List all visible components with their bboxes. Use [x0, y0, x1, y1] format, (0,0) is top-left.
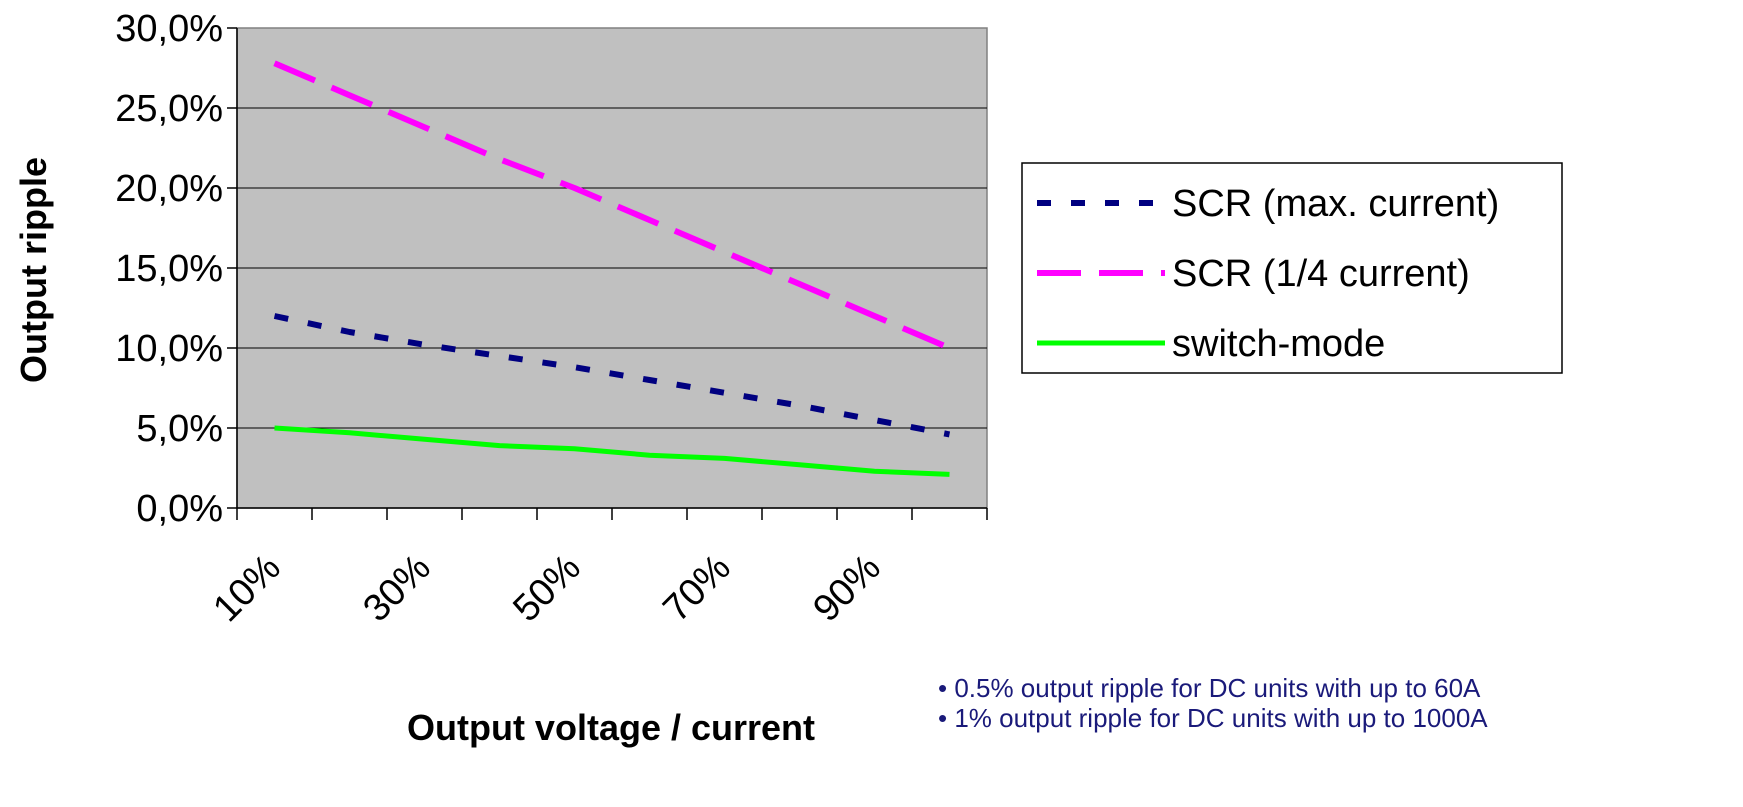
series-layer: [273, 60, 951, 477]
y-tick-label: 15,0%: [115, 248, 223, 290]
y-tick-label: 10,0%: [115, 328, 223, 370]
x-tick-label: 30%: [355, 547, 438, 630]
axes: [227, 27, 988, 520]
y-axis-title: Output ripple: [13, 157, 54, 383]
note-1: • 1% output ripple for DC units with up …: [938, 703, 1488, 733]
x-tick-labels: 10% 30% 50% 70% 90%: [205, 547, 888, 630]
grid-lines: [237, 107, 987, 429]
legend-label-0: SCR (max. current): [1172, 183, 1499, 225]
legend-label-1: SCR (1/4 current): [1172, 253, 1470, 295]
series-line-2: [274, 425, 950, 477]
series-line-0: [273, 313, 951, 438]
y-tick-label: 20,0%: [115, 168, 223, 210]
x-tick-label: 70%: [655, 547, 738, 630]
x-tick-label: 50%: [505, 547, 588, 630]
x-tick-label: 10%: [205, 547, 288, 630]
legend-box: [1021, 162, 1563, 374]
y-tick-label: 30,0%: [115, 8, 223, 50]
note-0: • 0.5% output ripple for DC units with u…: [938, 673, 1481, 703]
y-tick-label: 0,0%: [136, 488, 223, 530]
x-tick-label: 90%: [805, 547, 888, 630]
x-axis-title: Output voltage / current: [407, 707, 815, 748]
y-tick-label: 25,0%: [115, 88, 223, 130]
legend-label-2: switch-mode: [1172, 323, 1385, 365]
y-tick-labels: 0,0% 5,0% 10,0% 15,0% 20,0% 25,0% 30,0%: [115, 8, 223, 530]
y-tick-label: 5,0%: [136, 408, 223, 450]
legend: SCR (max. current) SCR (1/4 current) switc…: [1021, 162, 1563, 374]
